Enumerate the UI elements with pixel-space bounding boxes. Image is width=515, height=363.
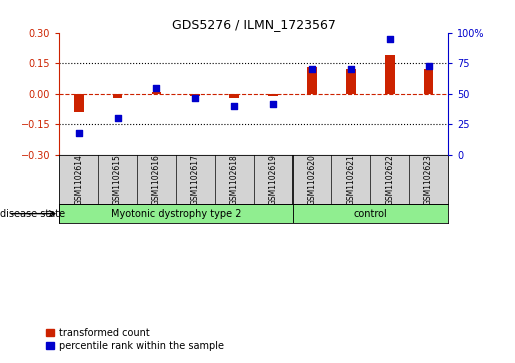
Text: GSM1102618: GSM1102618 [230,154,238,205]
Text: GSM1102615: GSM1102615 [113,154,122,205]
Bar [229,94,239,98]
Bar [151,92,161,94]
Title: GDS5276 / ILMN_1723567: GDS5276 / ILMN_1723567 [171,19,336,32]
Text: GSM1102617: GSM1102617 [191,154,200,205]
Text: GSM1102620: GSM1102620 [307,154,316,205]
Point [386,36,394,42]
Bar [191,94,200,96]
Text: control: control [353,209,387,219]
Text: GSM1102623: GSM1102623 [424,154,433,205]
Point [113,115,122,121]
Bar [59,204,293,223]
Legend: transformed count, percentile rank within the sample: transformed count, percentile rank withi… [46,328,224,351]
Bar [424,69,434,94]
Point [424,63,433,69]
Point [347,66,355,72]
Text: GSM1102614: GSM1102614 [74,154,83,205]
Point [75,130,83,136]
Bar [74,94,83,112]
Bar [113,94,123,98]
Point [230,103,238,109]
Point [191,95,199,101]
Bar [268,94,278,96]
Text: GSM1102622: GSM1102622 [385,154,394,205]
Text: Myotonic dystrophy type 2: Myotonic dystrophy type 2 [111,209,241,219]
Text: GSM1102621: GSM1102621 [347,154,355,205]
Text: GSM1102616: GSM1102616 [152,154,161,205]
Point [269,101,277,107]
Bar [293,204,448,223]
Bar [346,69,356,94]
Point [152,85,161,91]
Text: disease state: disease state [0,209,65,219]
Text: GSM1102619: GSM1102619 [269,154,278,205]
Bar [385,55,394,94]
Bar [307,68,317,94]
Point [308,66,316,72]
